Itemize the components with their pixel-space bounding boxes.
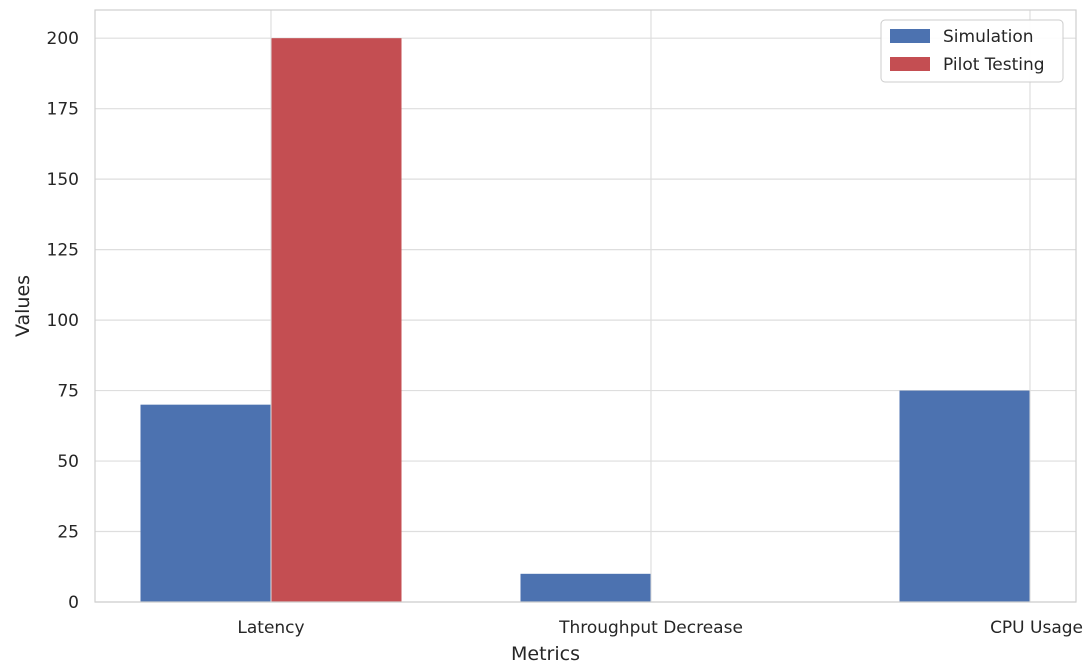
y-axis-label: Values <box>12 275 34 337</box>
y-tick-label: 100 <box>47 311 79 331</box>
bar-simulation-latency <box>140 404 271 602</box>
legend-swatch <box>890 57 930 71</box>
x-tick-label: Throughput Decrease <box>558 618 743 638</box>
bar-simulation-cpu-usage <box>899 390 1030 602</box>
legend-label: Pilot Testing <box>943 55 1045 75</box>
y-tick-label: 25 <box>57 523 79 543</box>
x-axis-label: Metrics <box>511 643 580 665</box>
y-tick-label: 150 <box>47 170 79 190</box>
y-tick-label: 75 <box>57 382 79 402</box>
plot-frame <box>94 9 1077 603</box>
bar-pilot-testing-latency <box>271 38 402 602</box>
y-tick-label: 0 <box>68 593 79 613</box>
y-tick-label: 200 <box>47 29 79 49</box>
legend-swatch <box>890 29 930 43</box>
bars <box>140 38 1030 602</box>
y-tick-label: 175 <box>47 100 79 120</box>
x-tick-label: CPU Usage <box>990 618 1083 638</box>
y-tick-label: 50 <box>57 452 79 472</box>
bar-simulation-throughput-decrease <box>520 573 651 602</box>
x-tick-label: Latency <box>237 618 304 638</box>
y-tick-labels: 0 25 50 75 100 125 150 175 200 <box>47 29 79 613</box>
legend: Simulation Pilot Testing <box>880 19 1064 83</box>
x-tick-labels: Latency Throughput Decrease CPU Usage <box>237 618 1083 638</box>
legend-label: Simulation <box>943 27 1034 47</box>
y-tick-label: 125 <box>47 241 79 261</box>
